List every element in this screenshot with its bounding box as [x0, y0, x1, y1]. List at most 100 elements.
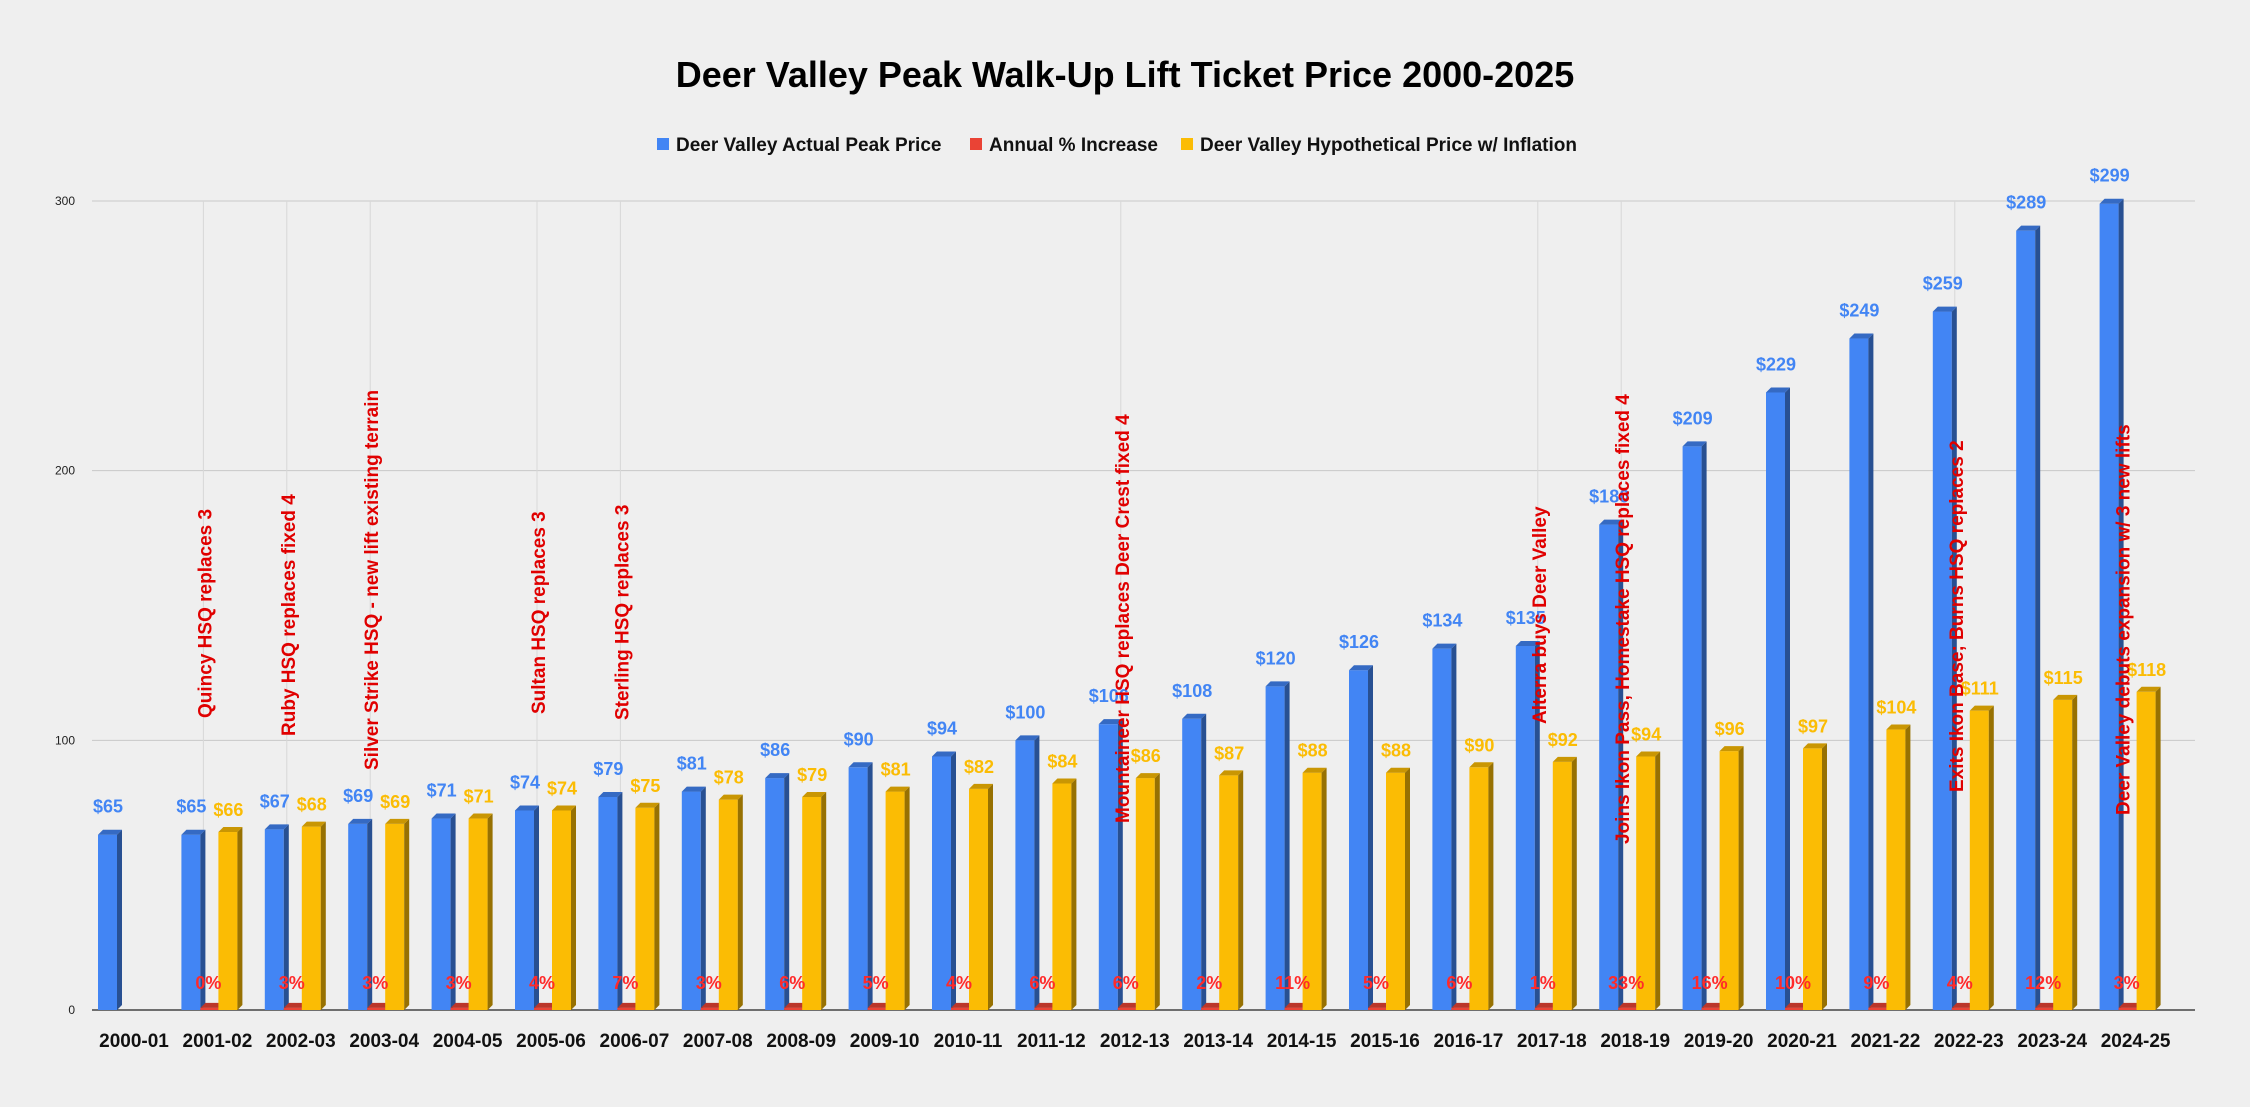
pct-increase-bar-front: [1951, 1007, 1971, 1010]
actual-price-bar: [765, 773, 790, 1010]
hypothetical-price-bar-front: [1886, 729, 1906, 1010]
hypothetical-price-bar: [1886, 724, 1911, 1010]
hypothetical-price-bar-side: [904, 786, 910, 1010]
hypothetical-price-label: $118: [2127, 660, 2166, 680]
actual-price-bar: [932, 751, 956, 1010]
hypothetical-price-bar-front: [1302, 772, 1322, 1010]
y-tick-label: 200: [55, 464, 75, 478]
pct-increase-bar-front: [1618, 1007, 1638, 1010]
actual-price-bar-side: [117, 829, 122, 1010]
actual-price-bar-top: [2016, 225, 2041, 231]
actual-price-bar-top: [264, 824, 289, 830]
pct-increase-bar-front: [2035, 1007, 2055, 1010]
legend-label: Annual % Increase: [989, 135, 1158, 156]
hypothetical-price-bar: [802, 791, 827, 1010]
pct-increase-label: 1%: [1530, 973, 1556, 993]
actual-price-bar-side: [2118, 198, 2124, 1011]
actual-price-label: $94: [927, 719, 957, 739]
x-tick-label: 2018-19: [1600, 1031, 1670, 1052]
hypothetical-price-label: $115: [2044, 668, 2083, 688]
x-tick-label: 2012-13: [1100, 1031, 1170, 1052]
actual-price-bar-front: [1932, 311, 1952, 1010]
x-tick-label: 2010-11: [934, 1031, 1003, 1052]
hypothetical-price-bar-top: [218, 827, 243, 833]
actual-price-bar: [1182, 713, 1207, 1010]
actual-price-bar: [1098, 719, 1123, 1010]
hypothetical-price-bar-front: [385, 823, 405, 1010]
hypothetical-price-bar-top: [1469, 762, 1494, 768]
actual-price-bar-side: [784, 773, 790, 1010]
hypothetical-price-bar-side: [1405, 767, 1410, 1010]
hypothetical-price-bar-top: [802, 791, 827, 797]
actual-price-label: $209: [1673, 408, 1713, 428]
actual-price-bar-side: [1951, 306, 1957, 1010]
hypothetical-price-bar: [718, 794, 743, 1010]
hypothetical-price-bar-top: [1969, 705, 1994, 711]
event-annotation: Exits Ikon Base; Burns HSQ replaces 2: [1947, 440, 1968, 792]
x-tick-label: 2022-23: [1934, 1031, 2004, 1052]
actual-price-bar-front: [1015, 740, 1035, 1010]
actual-price-bar-side: [534, 805, 539, 1010]
actual-price-bar-top: [1515, 640, 1540, 646]
actual-price-bar: [1015, 735, 1040, 1010]
actual-price-bar-side: [1701, 441, 1707, 1010]
actual-price-bar-side: [283, 824, 289, 1010]
actual-price-bar-front: [264, 829, 284, 1010]
hypothetical-price-bar-side: [571, 805, 576, 1010]
hypothetical-price-label: $97: [1798, 716, 1828, 736]
event-annotation: Ruby HSQ replaces fixed 4: [279, 494, 300, 736]
actual-price-bar-front: [598, 796, 618, 1010]
hypothetical-price-bar-side: [1154, 773, 1160, 1010]
hypothetical-price-label: $87: [1214, 743, 1244, 763]
pct-increase-label: 12%: [2025, 973, 2061, 993]
actual-price-bar-side: [1785, 387, 1790, 1010]
pct-increase-bar-front: [784, 1007, 804, 1010]
hypothetical-price-bar-top: [1636, 751, 1661, 757]
hypothetical-price-bar-top: [552, 805, 576, 811]
pct-increase-label: 9%: [1863, 973, 1889, 993]
pct-increase-bar-front: [367, 1007, 387, 1010]
actual-price-bar: [2016, 225, 2041, 1010]
hypothetical-price-bar-front: [1803, 748, 1822, 1010]
x-tick-label: 2019-20: [1684, 1031, 1754, 1052]
actual-price-bar-side: [450, 813, 456, 1010]
hypothetical-price-bar-side: [320, 821, 326, 1010]
x-tick-label: 2013-14: [1183, 1031, 1253, 1052]
y-axis: 0 100 200 300: [55, 194, 75, 1017]
pct-increase-bar-front: [1284, 1007, 1304, 1010]
x-tick-label: 2007-08: [683, 1031, 753, 1052]
pct-increase-bar-front: [200, 1007, 220, 1010]
hypothetical-price-bar-front: [218, 832, 238, 1010]
hypothetical-price-bar-front: [1636, 756, 1656, 1010]
pct-increase-label: 33%: [1608, 973, 1644, 993]
x-tick-label: 2023-24: [2017, 1031, 2087, 1052]
actual-price-bar-top: [932, 751, 956, 757]
pct-increase-label: 5%: [1363, 973, 1389, 993]
actual-price-bar: [98, 829, 122, 1010]
actual-price-label: $249: [1839, 301, 1879, 321]
hypothetical-price-label: $78: [714, 768, 744, 788]
actual-price-bar-front: [2099, 203, 2119, 1011]
pct-increase-label: 4%: [946, 973, 972, 993]
x-tick-label: 2005-06: [516, 1031, 586, 1052]
actual-price-bar-front: [1515, 645, 1535, 1010]
pct-increase-label: 11%: [1275, 973, 1310, 993]
hypothetical-price-label: $69: [380, 792, 410, 812]
actual-price-bar: [1932, 306, 1957, 1010]
actual-price-bar: [348, 818, 373, 1010]
event-annotation: Alterra buys Deer Valley: [1530, 506, 1551, 724]
hypothetical-price-label: $88: [1381, 741, 1411, 761]
x-tick-label: 2017-18: [1517, 1031, 1587, 1052]
x-tick-label: 2020-21: [1767, 1031, 1837, 1052]
actual-price-bar-front: [932, 756, 951, 1010]
pct-increase-label: 4%: [529, 973, 555, 993]
actual-price-bar-top: [1015, 735, 1040, 741]
actual-price-bar-side: [1451, 643, 1457, 1010]
x-tick-label: 2006-07: [600, 1031, 670, 1052]
pct-increase-label: 6%: [1113, 973, 1139, 993]
hypothetical-price-label: $92: [1548, 730, 1578, 750]
hypothetical-price-bar-front: [1219, 775, 1239, 1010]
actual-price-bar-top: [765, 773, 790, 779]
hypothetical-price-bar-side: [654, 802, 660, 1010]
actual-price-bar-side: [867, 762, 873, 1010]
